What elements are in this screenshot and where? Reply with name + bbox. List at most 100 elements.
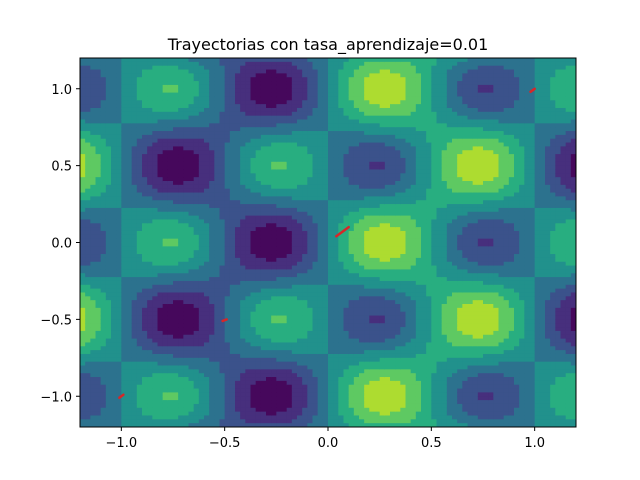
contour-cell <box>229 423 236 427</box>
contour-cell <box>167 211 174 217</box>
contour-cell <box>152 196 159 201</box>
contour-cell <box>338 319 345 324</box>
contour-cell <box>209 246 215 251</box>
contour-cell <box>276 361 283 367</box>
contour-cell <box>219 288 226 294</box>
contour-cell <box>183 200 190 205</box>
contour-cell <box>271 373 277 378</box>
contour-cell <box>224 227 231 232</box>
contour-cell <box>312 146 319 151</box>
contour-cell <box>209 311 215 317</box>
contour-cell <box>116 265 122 271</box>
contour-cell <box>116 223 122 228</box>
contour-cell <box>85 77 91 82</box>
contour-cell <box>183 107 190 113</box>
contour-cell <box>90 204 97 209</box>
contour-cell <box>116 338 122 344</box>
contour-cell <box>157 400 164 405</box>
contour-cell <box>322 223 329 228</box>
contour-cell <box>167 215 174 221</box>
contour-cell <box>328 169 334 174</box>
contour-cell <box>281 131 288 136</box>
contour-cell <box>343 169 350 174</box>
contour-cell <box>317 350 324 355</box>
contour-cell <box>322 384 329 390</box>
contour-cell <box>266 107 272 113</box>
contour-cell <box>333 134 339 140</box>
contour-cell <box>240 369 246 374</box>
contour-cell <box>188 254 195 259</box>
contour-cell <box>255 388 262 394</box>
contour-cell <box>204 250 210 255</box>
contour-cell <box>111 227 117 232</box>
contour-cell <box>281 196 288 201</box>
contour-cell <box>152 277 159 282</box>
contour-cell <box>281 192 288 197</box>
contour-cell <box>245 92 252 98</box>
contour-cell <box>322 292 329 297</box>
contour-cell <box>286 365 293 370</box>
contour-cell <box>100 77 107 82</box>
contour-cell <box>178 396 184 401</box>
contour-cell <box>157 227 164 232</box>
contour-cell <box>219 396 226 401</box>
contour-cell <box>250 92 257 98</box>
contour-cell <box>80 238 86 244</box>
contour-cell <box>100 269 107 274</box>
contour-cell <box>302 123 308 128</box>
contour-cell <box>255 227 262 232</box>
contour-cell <box>152 211 159 217</box>
contour-cell <box>80 184 86 190</box>
contour-cell <box>224 88 231 94</box>
contour-cell <box>111 207 117 213</box>
contour-cell <box>136 119 143 124</box>
contour-cell <box>80 84 86 90</box>
contour-cell <box>302 261 308 267</box>
contour-cell <box>188 146 195 151</box>
contour-cell <box>266 327 272 332</box>
contour-cell <box>343 392 350 397</box>
contour-cell <box>105 69 112 74</box>
contour-cell <box>219 165 226 171</box>
contour-cell <box>111 292 117 297</box>
contour-cell <box>198 250 205 255</box>
contour-cell <box>121 127 128 132</box>
contour-cell <box>162 300 169 305</box>
contour-cell <box>333 254 339 259</box>
contour-cell <box>276 330 283 336</box>
contour-cell <box>198 127 205 132</box>
contour-cell <box>173 184 179 190</box>
contour-cell <box>204 246 210 251</box>
contour-cell <box>126 131 133 136</box>
contour-cell <box>204 254 210 259</box>
contour-cell <box>229 304 236 309</box>
contour-cell <box>260 142 267 148</box>
contour-cell <box>121 173 128 178</box>
contour-cell <box>297 188 303 194</box>
contour-cell <box>95 165 102 171</box>
contour-cell <box>271 69 277 74</box>
contour-cell <box>147 138 153 144</box>
contour-cell <box>209 307 215 313</box>
contour-cell <box>214 146 221 151</box>
contour-cell <box>209 323 215 328</box>
contour-cell <box>343 346 350 351</box>
contour-cell <box>152 146 159 151</box>
contour-cell <box>116 84 122 90</box>
contour-cell <box>224 157 231 163</box>
contour-cell <box>260 69 267 74</box>
contour-cell <box>260 254 267 259</box>
contour-cell <box>229 280 236 286</box>
contour-cell <box>85 400 91 405</box>
contour-cell <box>173 123 179 128</box>
contour-cell <box>100 227 107 232</box>
contour-cell <box>291 346 298 351</box>
contour-cell <box>85 246 91 251</box>
contour-cell <box>328 207 334 213</box>
contour-cell <box>188 415 195 420</box>
contour-cell <box>204 261 210 267</box>
contour-cell <box>142 350 148 355</box>
contour-cell <box>142 134 148 140</box>
contour-cell <box>307 250 314 255</box>
contour-cell <box>188 84 195 90</box>
